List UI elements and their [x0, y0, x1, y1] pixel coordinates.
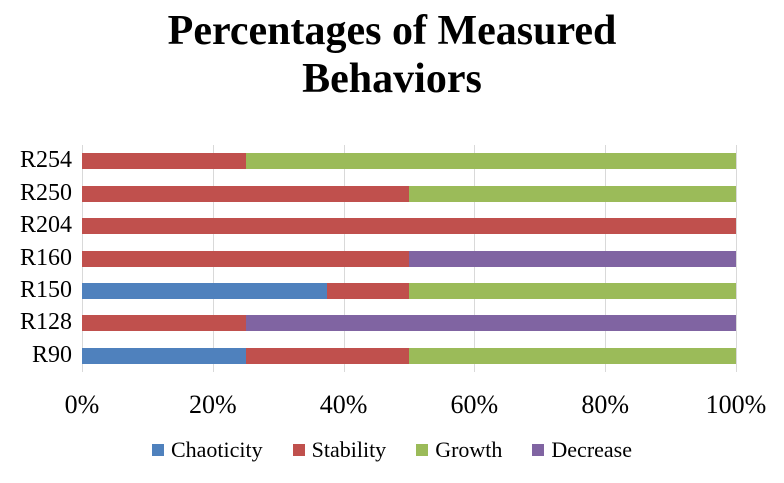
- bar-segment-R160-decrease: [409, 250, 736, 267]
- legend-swatch-icon: [151, 444, 164, 456]
- gridline-100%: [736, 145, 737, 372]
- bar-segment-R150-chaoticity: [82, 282, 328, 299]
- bar-segment-R254-stability: [82, 153, 246, 170]
- x-axis-label-20%: 20%: [188, 390, 237, 419]
- bar-segment-R150-growth: [409, 282, 736, 299]
- legend-label: Stability: [311, 437, 387, 462]
- bar-segment-R250-stability: [82, 185, 409, 202]
- y-axis-label-R204: R204: [19, 212, 72, 239]
- legend-swatch-icon: [416, 444, 429, 456]
- bar-segment-R150-stability: [327, 282, 409, 299]
- x-axis-label-0%: 0%: [64, 390, 100, 419]
- legend-item-stability: Stability: [292, 437, 387, 463]
- bar-segment-R90-growth: [409, 347, 736, 364]
- legend-item-chaoticity: Chaoticity: [151, 437, 263, 463]
- bar-row-R254: [82, 153, 736, 170]
- legend-swatch-icon: [532, 444, 545, 456]
- plot-area: [82, 145, 737, 372]
- y-axis-label-R128: R128: [19, 309, 72, 336]
- bar-row-R128: [82, 315, 736, 332]
- y-axis-label-R150: R150: [19, 276, 72, 303]
- bar-row-R90: [82, 347, 736, 364]
- bar-segment-R204-stability: [82, 218, 736, 235]
- bar-segment-R128-decrease: [245, 315, 736, 332]
- legend-label: Decrease: [551, 437, 633, 462]
- bar-segment-R250-growth: [409, 185, 736, 202]
- legend-swatch-icon: [292, 444, 305, 456]
- bar-row-R160: [82, 250, 736, 267]
- chart-title-line1: Percentages of Measured: [167, 8, 617, 54]
- x-axis-label-60%: 60%: [450, 390, 499, 419]
- x-axis-label-40%: 40%: [319, 390, 368, 419]
- bar-segment-R128-stability: [82, 315, 246, 332]
- legend-item-decrease: Decrease: [532, 437, 632, 463]
- bar-segment-R90-chaoticity: [82, 347, 246, 364]
- bar-row-R150: [82, 282, 736, 299]
- bar-segment-R254-growth: [245, 153, 736, 170]
- legend: Chaoticity Stability Growth Decrease: [0, 437, 784, 463]
- y-axis-labels: R254 R250 R204 R160 R150 R128 R90: [0, 145, 76, 372]
- y-axis-label-R250: R250: [19, 179, 72, 206]
- y-axis-label-R254: R254: [19, 147, 72, 174]
- legend-label: Growth: [435, 437, 503, 462]
- bar-row-R250: [82, 185, 736, 202]
- x-axis-label-100%: 100%: [705, 390, 767, 419]
- legend-label: Chaoticity: [170, 437, 263, 462]
- x-axis-labels: 0% 20% 40% 60% 80% 100%: [0, 390, 784, 420]
- y-axis-label-R90: R90: [31, 341, 72, 368]
- bar-segment-R160-stability: [82, 250, 409, 267]
- chart-title: Percentages of Measured Behaviors: [0, 8, 784, 104]
- legend-item-growth: Growth: [416, 437, 502, 463]
- y-axis-label-R160: R160: [19, 244, 72, 271]
- x-axis-label-80%: 80%: [581, 390, 630, 419]
- chart-title-line2: Behaviors: [302, 55, 482, 102]
- bar-segment-R90-stability: [245, 347, 409, 364]
- bar-row-R204: [82, 218, 736, 235]
